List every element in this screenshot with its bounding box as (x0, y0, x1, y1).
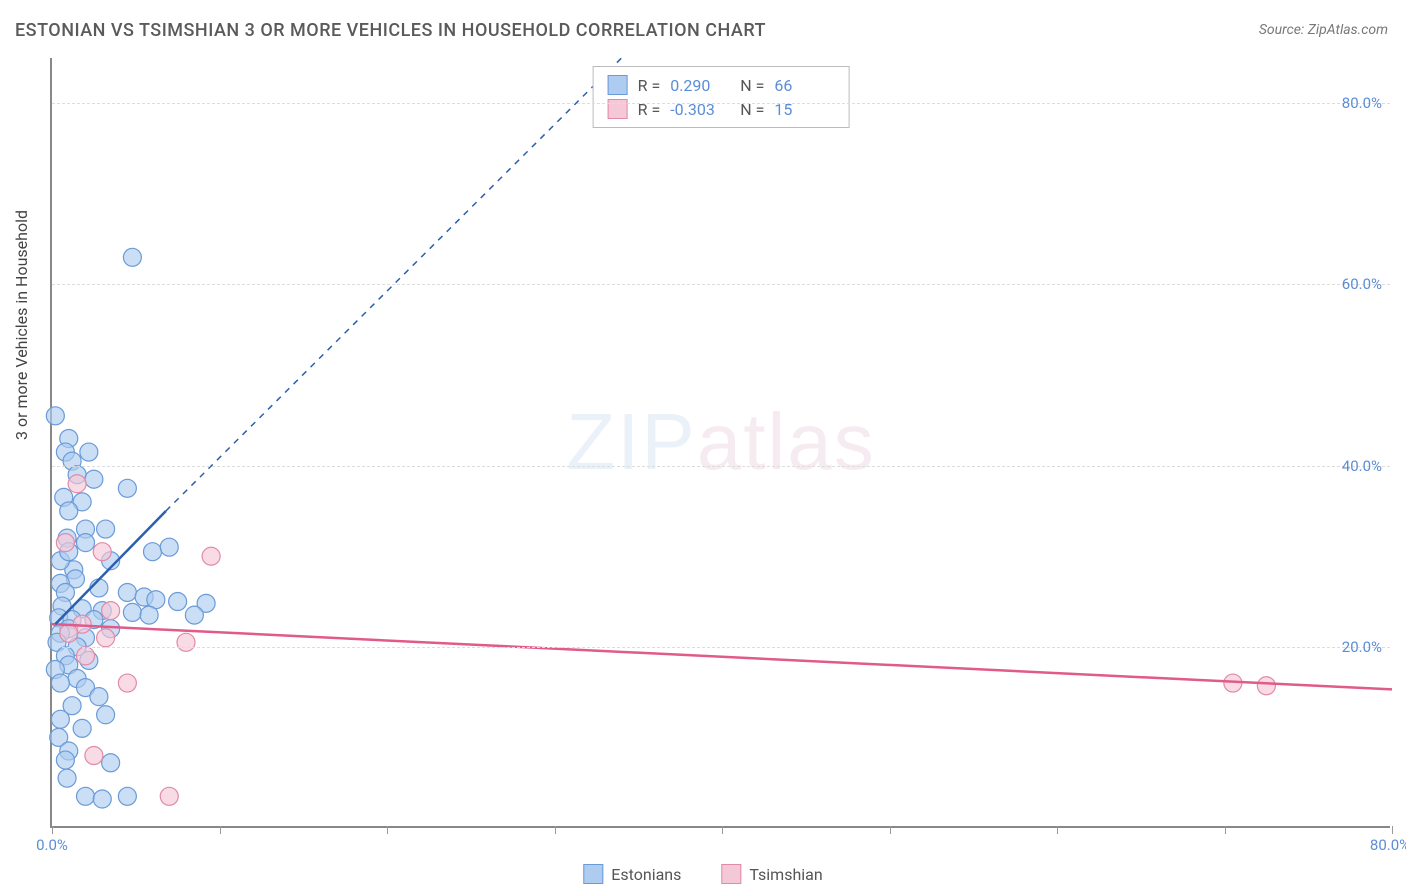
data-point (118, 674, 136, 692)
x-axis-tick-mark (1392, 826, 1393, 834)
data-point (56, 534, 74, 552)
data-point (77, 647, 95, 665)
r-label: R = (638, 76, 661, 95)
data-point (58, 769, 76, 787)
data-point (123, 603, 141, 621)
n-value: 66 (774, 76, 834, 95)
data-point (97, 629, 115, 647)
data-point (97, 520, 115, 538)
chart-plot-area: R = 0.290 N = 66 R = -0.303 N = 15 ZIPat… (50, 58, 1390, 828)
swatch-icon (608, 99, 628, 119)
data-point (102, 754, 120, 772)
data-point (73, 719, 91, 737)
x-axis-tick-mark (52, 826, 53, 834)
data-point (202, 547, 220, 565)
data-point (60, 624, 78, 642)
data-point (118, 479, 136, 497)
legend-label: Tsimshian (749, 865, 822, 884)
data-point (46, 407, 64, 425)
x-axis-tick-mark (387, 826, 388, 834)
x-axis-tick-mark (220, 826, 221, 834)
legend-label: Estonians (611, 865, 681, 884)
data-point (90, 579, 108, 597)
chart-title: ESTONIAN VS TSIMSHIAN 3 OR MORE VEHICLES… (15, 20, 766, 41)
data-point (144, 543, 162, 561)
data-point (93, 543, 111, 561)
gridline (52, 284, 1390, 285)
x-axis-tick-label: 0.0% (36, 836, 68, 854)
data-point (160, 787, 178, 805)
data-point (118, 583, 136, 601)
trend-line (52, 624, 1392, 689)
swatch-icon (721, 864, 741, 884)
data-point (77, 787, 95, 805)
stats-row: R = -0.303 N = 15 (608, 97, 835, 121)
r-value: 0.290 (670, 76, 730, 95)
stats-row: R = 0.290 N = 66 (608, 73, 835, 97)
data-point (185, 606, 203, 624)
data-point (56, 751, 74, 769)
gridline (52, 103, 1390, 104)
data-point (97, 706, 115, 724)
y-axis-tick-label: 40.0% (1342, 457, 1382, 475)
n-label: N = (740, 76, 764, 95)
gridline (52, 647, 1390, 648)
data-point (68, 475, 86, 493)
source-attribution: Source: ZipAtlas.com (1259, 22, 1388, 38)
data-point (85, 747, 103, 765)
y-axis-label: 3 or more Vehicles in Household (12, 210, 31, 440)
scatter-plot-svg (52, 58, 1390, 826)
x-axis-tick-mark (555, 826, 556, 834)
legend: Estonians Tsimshian (583, 864, 822, 884)
data-point (102, 602, 120, 620)
x-axis-tick-mark (722, 826, 723, 834)
data-point (177, 633, 195, 651)
correlation-stats-box: R = 0.290 N = 66 R = -0.303 N = 15 (593, 66, 850, 128)
y-axis-tick-label: 60.0% (1342, 275, 1382, 293)
gridline (52, 466, 1390, 467)
x-axis-tick-mark (890, 826, 891, 834)
swatch-icon (608, 75, 628, 95)
x-axis-tick-label: 80.0% (1370, 836, 1406, 854)
legend-item: Tsimshian (721, 864, 822, 884)
data-point (160, 538, 178, 556)
data-point (169, 593, 187, 611)
data-point (118, 787, 136, 805)
legend-item: Estonians (583, 864, 681, 884)
data-point (85, 470, 103, 488)
x-axis-tick-mark (1057, 826, 1058, 834)
data-point (140, 606, 158, 624)
data-point (60, 502, 78, 520)
data-point (80, 443, 98, 461)
x-axis-tick-mark (1225, 826, 1226, 834)
data-point (90, 688, 108, 706)
swatch-icon (583, 864, 603, 884)
data-point (93, 790, 111, 808)
data-point (123, 248, 141, 266)
data-point (51, 710, 69, 728)
data-point (1257, 677, 1275, 695)
data-point (51, 674, 69, 692)
y-axis-tick-label: 20.0% (1342, 638, 1382, 656)
y-axis-tick-label: 80.0% (1342, 94, 1382, 112)
data-point (77, 534, 95, 552)
